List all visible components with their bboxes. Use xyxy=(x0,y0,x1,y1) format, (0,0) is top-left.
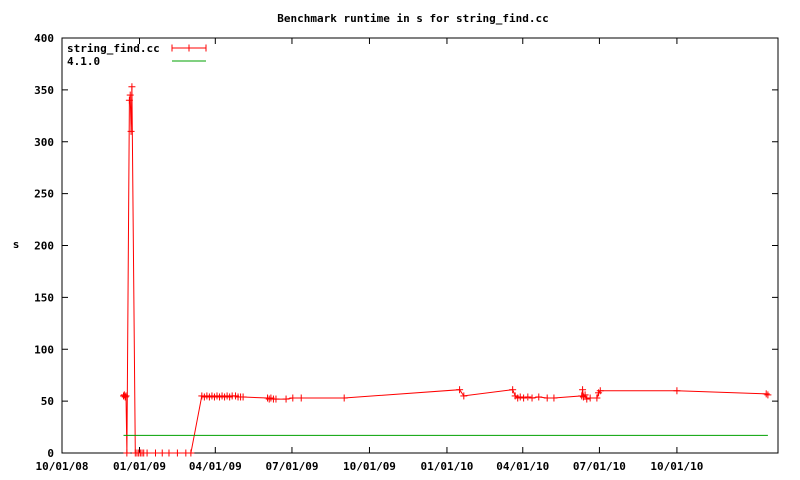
data-point xyxy=(456,386,464,394)
data-point xyxy=(127,127,135,135)
chart-title: Benchmark runtime in s for string_find.c… xyxy=(277,12,549,25)
data-point xyxy=(297,394,305,402)
data-point xyxy=(239,393,247,401)
data-point xyxy=(158,449,166,457)
data-point xyxy=(121,393,129,401)
data-point xyxy=(125,96,133,104)
y-axis-label: s xyxy=(13,238,20,251)
data-point xyxy=(143,449,151,457)
data-point xyxy=(673,387,681,395)
y-tick-label: 300 xyxy=(34,136,54,149)
y-tick-label: 50 xyxy=(41,395,54,408)
data-point xyxy=(460,392,468,400)
data-point xyxy=(187,449,195,457)
y-tick-label: 150 xyxy=(34,291,54,304)
data-point xyxy=(535,393,543,401)
data-point xyxy=(543,394,551,402)
x-tick-label: 10/01/10 xyxy=(650,460,703,473)
data-point xyxy=(282,395,290,403)
data-point xyxy=(173,449,181,457)
data-point xyxy=(586,394,594,402)
data-point xyxy=(520,394,528,402)
data-point xyxy=(583,395,591,403)
x-tick-label: 04/01/10 xyxy=(496,460,549,473)
data-point xyxy=(581,391,589,399)
data-point xyxy=(509,386,517,394)
data-point xyxy=(762,390,770,398)
y-tick-label: 0 xyxy=(47,447,54,460)
y-tick-label: 400 xyxy=(34,32,54,45)
x-tick-label: 07/01/10 xyxy=(573,460,626,473)
legend-label: string_find.cc xyxy=(67,42,160,55)
series-layer xyxy=(119,83,772,457)
data-point xyxy=(764,391,772,399)
y-axis-ticks: 0 50 100 150 200 250 300 350 400 xyxy=(34,32,778,460)
legend: string_find.cc4.1.0 xyxy=(67,42,207,68)
data-point xyxy=(272,395,280,403)
data-point xyxy=(122,392,130,400)
x-tick-label: 01/01/10 xyxy=(420,460,473,473)
data-point xyxy=(596,387,604,395)
data-point xyxy=(550,394,558,402)
y-tick-label: 250 xyxy=(34,188,54,201)
data-point xyxy=(578,392,586,400)
data-point xyxy=(579,386,587,394)
legend-label: 4.1.0 xyxy=(67,55,100,68)
x-axis-ticks: 10/01/08 01/01/09 04/01/09 07/01/09 10/01/09… xyxy=(36,38,703,473)
data-point xyxy=(128,83,136,91)
data-point xyxy=(516,393,524,401)
data-point xyxy=(340,394,348,402)
x-tick-label: 07/01/09 xyxy=(265,460,318,473)
data-point xyxy=(152,449,160,457)
x-tick-label: 04/01/09 xyxy=(189,460,242,473)
y-tick-label: 200 xyxy=(34,240,54,253)
x-tick-label: 01/01/09 xyxy=(113,460,166,473)
y-tick-label: 350 xyxy=(34,84,54,97)
x-tick-label: 10/01/09 xyxy=(343,460,396,473)
data-point xyxy=(126,91,134,99)
data-point xyxy=(123,449,131,457)
data-point xyxy=(528,394,536,402)
data-point xyxy=(593,394,601,402)
y-tick-label: 100 xyxy=(34,343,54,356)
data-point xyxy=(165,449,173,457)
x-tick-label: 10/01/08 xyxy=(36,460,89,473)
data-point xyxy=(289,394,297,402)
data-point xyxy=(524,393,532,401)
